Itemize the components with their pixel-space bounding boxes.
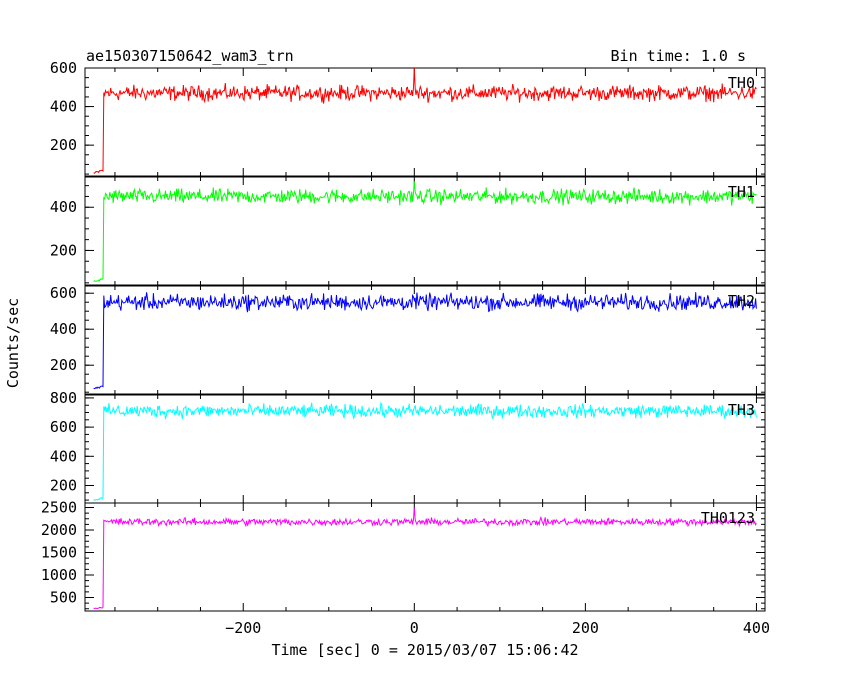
y-tick-label: 400 [50,98,77,116]
panel-th0123: 500 1000 1500 2000 2500 TH0123 [41,499,766,612]
x-tick-label: 400 [743,619,770,637]
series-line-th3 [93,401,757,501]
y-tick-label: 400 [50,198,77,216]
y-tick-label: 600 [50,59,77,77]
x-tick-labels: −200 0 200 400 [225,619,770,637]
panels-group: 200 400 600 TH0 200 400 TH1 200 400 600 TH2 200 400 6… [41,59,766,612]
x-tick-label: 200 [572,619,599,637]
y-tick-label: 200 [50,476,77,494]
x-tick-label: 0 [410,619,419,637]
y-tick-label: 2500 [41,499,77,517]
y-tick-label: 200 [50,241,77,259]
series-label-th2: TH2 [728,292,755,310]
x-axis-label: Time [sec] 0 = 2015/03/07 15:06:42 [271,641,578,659]
y-tick-label: 1500 [41,544,77,562]
x-tick-label: −200 [225,619,261,637]
y-tick-label: 400 [50,447,77,465]
panel-th0: 200 400 600 TH0 [50,59,766,177]
series-line-th1 [93,181,757,282]
panel-th2: 200 400 600 TH2 [50,284,766,395]
panel-th3: 200 400 600 800 TH3 [50,389,766,504]
series-label-th0123: TH0123 [701,509,755,527]
panel-frame [84,67,766,177]
y-tick-label: 1000 [41,566,77,584]
chart-title: ae150307150642_wam3_trn [86,47,294,65]
series-line-th2 [93,292,757,390]
y-tick-label: 500 [50,589,77,607]
series-label-th3: TH3 [728,401,755,419]
panel-frame [84,285,766,395]
y-tick-label: 600 [50,418,77,436]
y-axis-label: Counts/sec [4,298,22,388]
series-label-th0: TH0 [728,74,755,92]
y-tick-label: 200 [50,136,77,154]
panel-frame [84,176,766,286]
series-line-th0123 [93,507,757,610]
y-tick-label: 800 [50,389,77,407]
y-tick-label: 2000 [41,521,77,539]
y-tick-label: 400 [50,320,77,338]
bin-time-label: Bin time: 1.0 s [611,47,746,65]
panel-frame [84,502,766,612]
y-tick-label: 600 [50,284,77,302]
series-line-th0 [93,67,757,174]
series-label-th1: TH1 [728,183,755,201]
y-tick-label: 200 [50,356,77,374]
panel-th1: 200 400 TH1 [50,176,766,286]
